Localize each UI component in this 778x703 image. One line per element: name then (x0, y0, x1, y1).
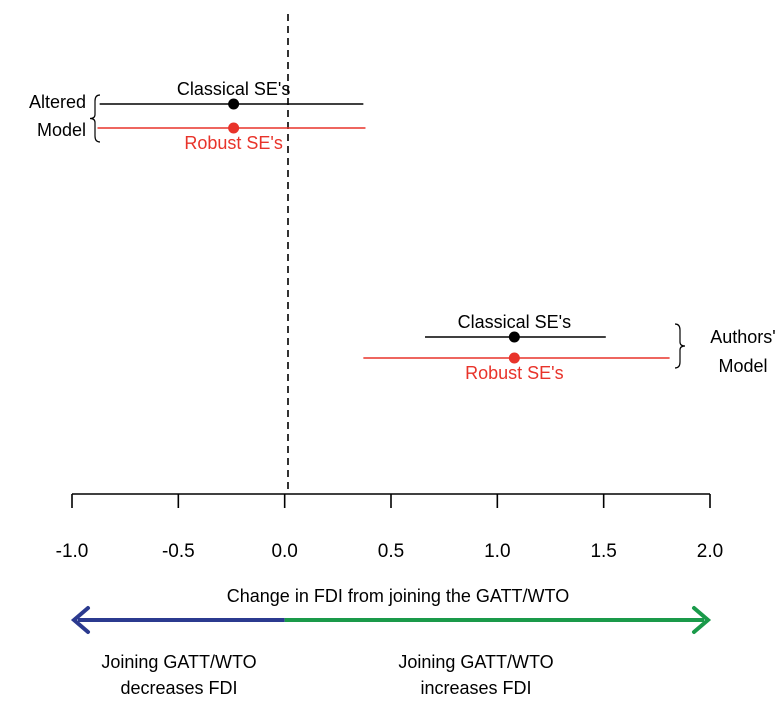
point-estimate (508, 352, 520, 364)
interval-label: Classical SE's (177, 79, 290, 99)
right-arrow-caption: increases FDI (420, 678, 531, 698)
left-arrowhead-icon (70, 606, 90, 634)
group-label: Authors' (710, 327, 775, 347)
right-arrow-caption: Joining GATT/WTO (398, 652, 553, 672)
group-brace (89, 94, 101, 143)
x-tick-label: -0.5 (162, 541, 195, 562)
direction-arrows: Joining GATT/WTO decreases FDI Joining GAT… (70, 606, 712, 698)
x-tick-label: -1.0 (56, 541, 89, 562)
right-arrowhead-icon (692, 606, 712, 634)
interval-label: Classical SE's (458, 312, 571, 332)
x-tick-label: 2.0 (697, 541, 723, 562)
group-label: Model (37, 120, 86, 140)
x-axis-label: Change in FDI from joining the GATT/WTO (227, 586, 569, 606)
interval-label: Robust SE's (184, 133, 282, 153)
interval-label: Robust SE's (465, 363, 563, 383)
point-estimate (508, 331, 520, 343)
x-tick-label: 0.5 (378, 541, 404, 562)
left-arrow-caption: decreases FDI (120, 678, 237, 698)
left-arrow-caption: Joining GATT/WTO (101, 652, 256, 672)
group-label: Altered (29, 92, 86, 112)
group-label-layer: Altered Model Authors' Model (29, 92, 776, 376)
point-estimate (228, 98, 240, 110)
x-axis: -1.0 -0.5 0.0 0.5 1.0 1.5 2.0 (56, 493, 723, 562)
point-estimate (228, 122, 240, 134)
x-tick-label: 0.0 (271, 541, 297, 562)
interval-layer: Classical SE's Robust SE's Classical SE's R… (97, 79, 670, 383)
group-brace (674, 323, 686, 369)
x-tick-label: 1.5 (590, 541, 616, 562)
x-tick-label: 1.0 (484, 541, 510, 562)
group-label: Model (718, 356, 767, 376)
